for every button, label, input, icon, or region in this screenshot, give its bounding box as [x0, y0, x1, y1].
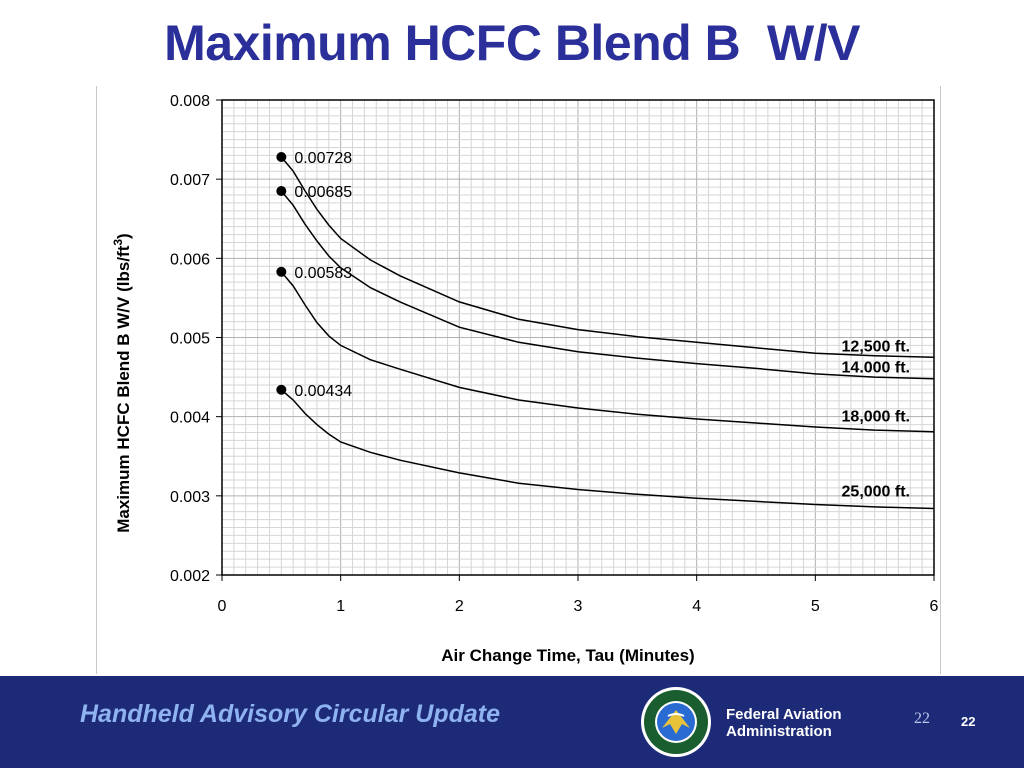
series-start-point: [276, 384, 287, 395]
chart-frame: 0.00728 12,500 ft. 0.00685 14.000 ft. 0.0058…: [96, 86, 941, 674]
y-tick-label: 0.008: [170, 93, 210, 110]
agency-name: Federal Aviation Administration: [726, 706, 842, 740]
y-axis-title-superscript: 3: [111, 239, 125, 246]
series-start-point: [276, 266, 287, 277]
series-line: [280, 156, 935, 359]
y-tick-label: 0.005: [170, 331, 210, 348]
x-tick-label: 6: [930, 598, 939, 615]
page-number: 22: [961, 714, 976, 729]
agency-name-line1: Federal Aviation: [726, 706, 842, 723]
series-label: 12,500 ft.: [842, 338, 910, 355]
series-line: [280, 389, 935, 510]
series-label: 18,000 ft.: [842, 409, 910, 426]
y-tick-label: 0.006: [170, 251, 210, 268]
chart-ticks: 0 1 2 3 4 5 6 0.008 0.007 0.006 0.005 0.004 0.003 0.0…: [170, 93, 939, 615]
agency-name-line2: Administration: [726, 723, 832, 740]
page-number-serif: 22: [914, 710, 930, 727]
footer-bar: Handheld Advisory Circular Update Federa…: [0, 676, 1024, 768]
x-tick-label: 1: [336, 598, 345, 615]
y-tick-label: 0.007: [170, 172, 210, 189]
y-axis-title: Maximum HCFC Blend B W/V (lbs/ft3): [111, 233, 133, 532]
line-chart: 0.00728 12,500 ft. 0.00685 14.000 ft. 0.0058…: [111, 93, 939, 665]
data-label: 0.00434: [294, 383, 352, 400]
x-tick-label: 2: [455, 598, 464, 615]
series-start-point: [276, 186, 287, 197]
y-axis-title-close: ): [114, 233, 133, 239]
x-axis-title: Air Change Time, Tau (Minutes): [441, 646, 694, 665]
data-label: 0.00583: [294, 265, 352, 282]
data-label: 0.00685: [294, 184, 352, 201]
x-tick-label: 3: [574, 598, 583, 615]
chart-grid: [221, 99, 935, 576]
data-label: 0.00728: [294, 150, 352, 167]
series-start-point: [276, 152, 287, 162]
series-label: 14.000 ft.: [842, 360, 910, 377]
series-line: [280, 271, 935, 433]
series-label: 25,000 ft.: [842, 484, 910, 501]
y-axis-title-main: Maximum HCFC Blend B W/V (lbs/ft: [114, 245, 133, 532]
chart-labels: 0.00728 12,500 ft. 0.00685 14.000 ft. 0.0058…: [294, 150, 910, 501]
x-tick-label: 4: [692, 598, 701, 615]
faa-seal-icon: [641, 687, 711, 757]
y-tick-label: 0.003: [170, 489, 210, 506]
y-tick-label: 0.004: [170, 410, 210, 427]
series-line: [280, 190, 935, 380]
slide-title: Maximum HCFC Blend B W/V: [164, 15, 860, 71]
chart-series: [276, 152, 935, 510]
footer-title: Handheld Advisory Circular Update: [80, 700, 500, 728]
x-tick-label: 5: [811, 598, 820, 615]
x-tick-label: 0: [218, 598, 227, 615]
y-tick-label: 0.002: [170, 568, 210, 585]
